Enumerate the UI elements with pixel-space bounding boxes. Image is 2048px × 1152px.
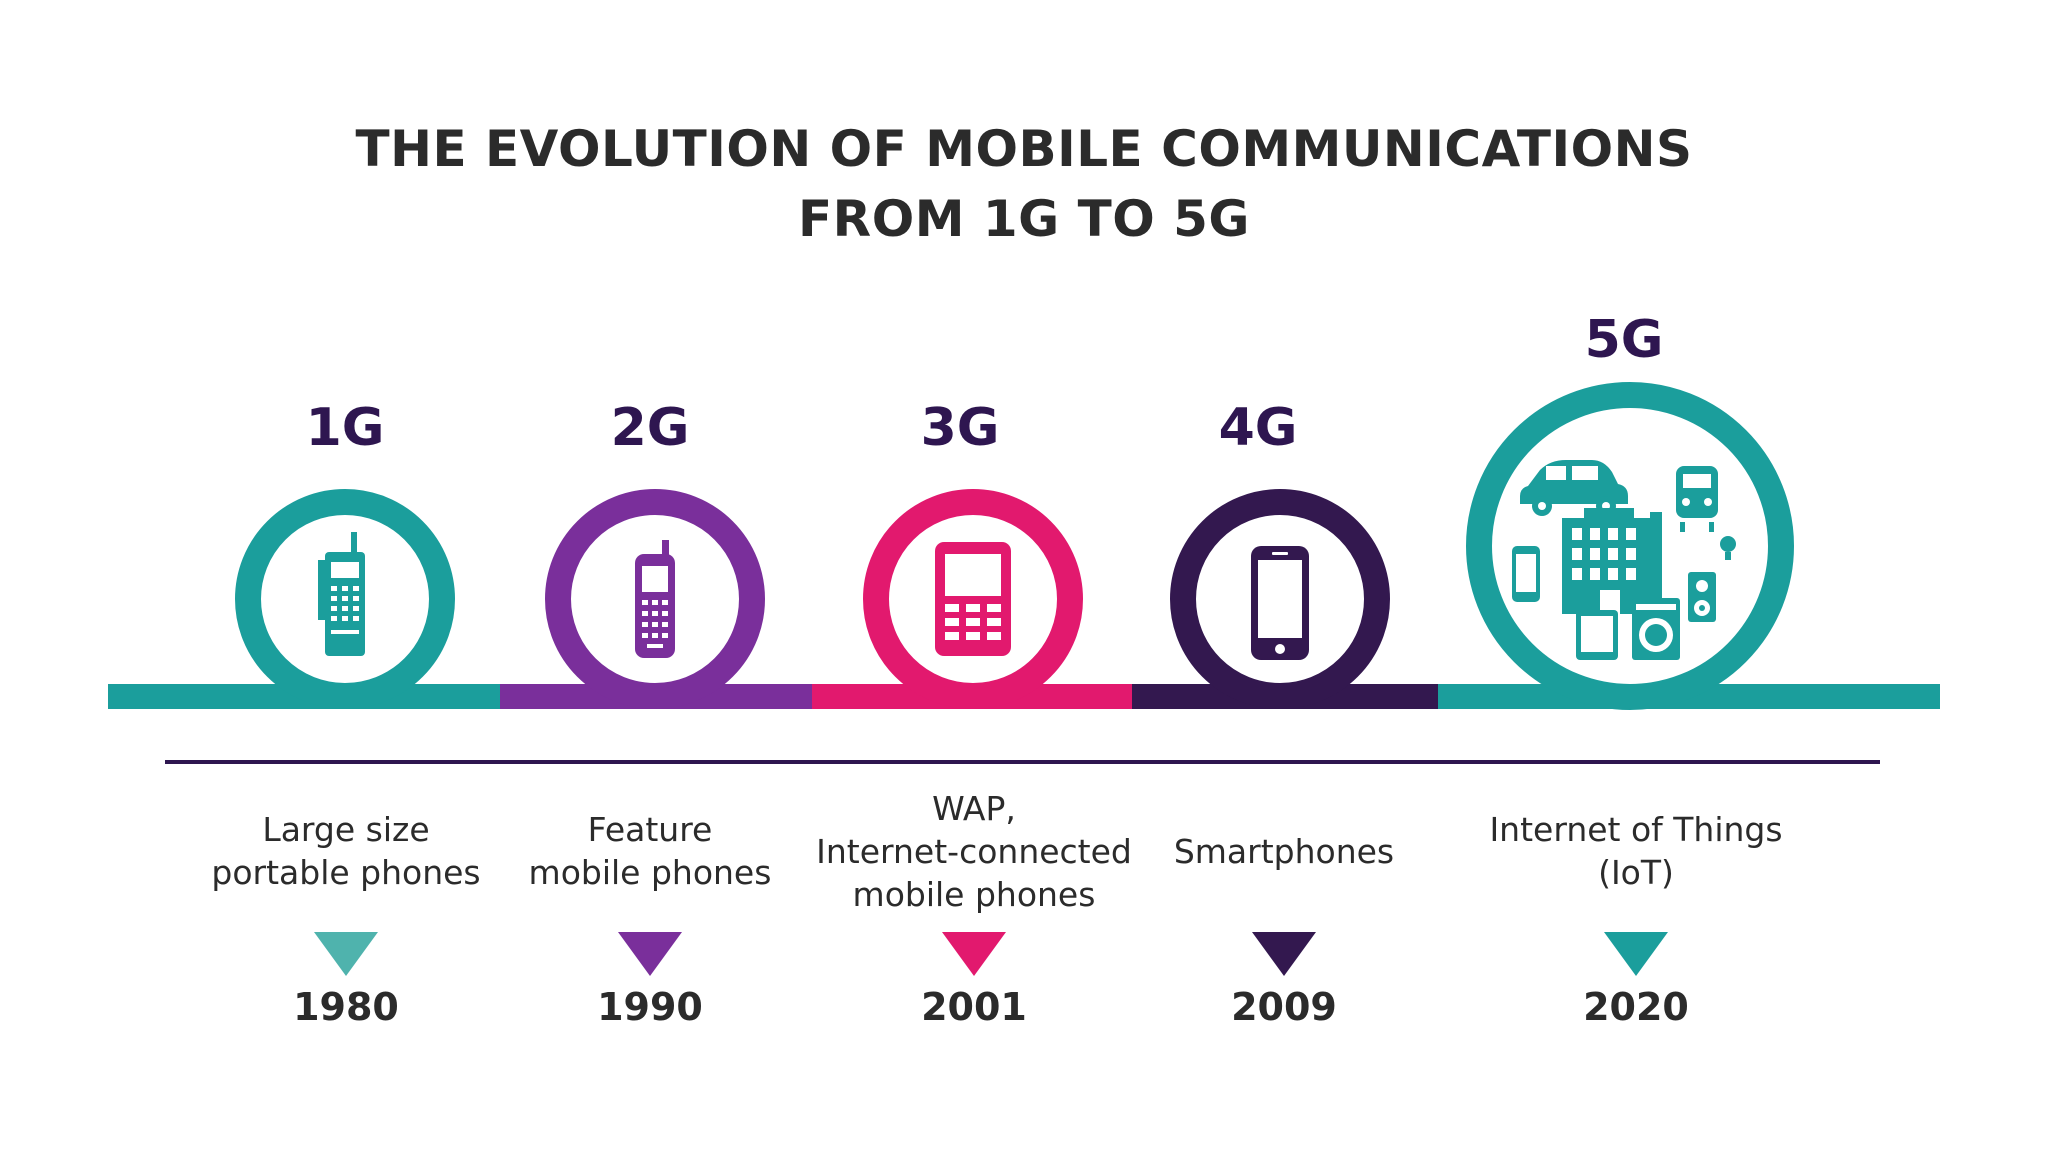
desc-1g: Large size portable phones bbox=[186, 808, 506, 894]
timeline-divider bbox=[165, 760, 1880, 764]
desc-1g-line-1: Large size bbox=[262, 810, 430, 849]
desc-3g-line-2: Internet-connected bbox=[816, 832, 1132, 871]
year-3g: 2001 bbox=[921, 985, 1027, 1029]
year-4g: 2009 bbox=[1231, 985, 1337, 1029]
marker-triangle-1g bbox=[314, 932, 378, 976]
desc-5g-line-1: Internet of Things bbox=[1489, 810, 1783, 849]
gen-label-3g: 3G bbox=[920, 398, 1000, 458]
desc-4g-line-1: Smartphones bbox=[1173, 832, 1395, 871]
smartphone-icon bbox=[1247, 544, 1313, 662]
desc-2g-line-1: Feature bbox=[587, 810, 713, 849]
title-line-1: THE EVOLUTION OF MOBILE COMMUNICATIONS bbox=[355, 120, 1693, 178]
desc-2g: Feature mobile phones bbox=[490, 808, 810, 894]
desc-1g-line-2: portable phones bbox=[211, 853, 481, 892]
gen-label-1g: 1G bbox=[305, 398, 385, 458]
desc-3g-line-3: mobile phones bbox=[852, 875, 1096, 914]
gen-label-5g: 5G bbox=[1584, 310, 1664, 370]
title-line-2: FROM 1G TO 5G bbox=[798, 190, 1250, 248]
marker-triangle-2g bbox=[618, 932, 682, 976]
desc-2g-line-2: mobile phones bbox=[528, 853, 772, 892]
gen-label-2g: 2G bbox=[610, 398, 690, 458]
desc-3g-line-1: WAP, bbox=[932, 789, 1016, 828]
feature-phone-icon bbox=[618, 540, 692, 660]
keypad-phone-icon bbox=[929, 540, 1017, 658]
year-2g: 1990 bbox=[597, 985, 703, 1029]
desc-5g-line-2: (IoT) bbox=[1598, 853, 1674, 892]
iot-cluster-icon bbox=[1500, 430, 1760, 670]
marker-triangle-5g bbox=[1604, 932, 1668, 976]
gen-label-4g: 4G bbox=[1218, 398, 1298, 458]
marker-triangle-3g bbox=[942, 932, 1006, 976]
marker-triangle-4g bbox=[1252, 932, 1316, 976]
year-1g: 1980 bbox=[293, 985, 399, 1029]
year-5g: 2020 bbox=[1583, 985, 1689, 1029]
desc-4g: Smartphones bbox=[1124, 830, 1444, 873]
brick-phone-icon bbox=[305, 530, 385, 660]
desc-5g: Internet of Things (IoT) bbox=[1476, 808, 1796, 894]
desc-3g: WAP, Internet-connected mobile phones bbox=[814, 787, 1134, 916]
